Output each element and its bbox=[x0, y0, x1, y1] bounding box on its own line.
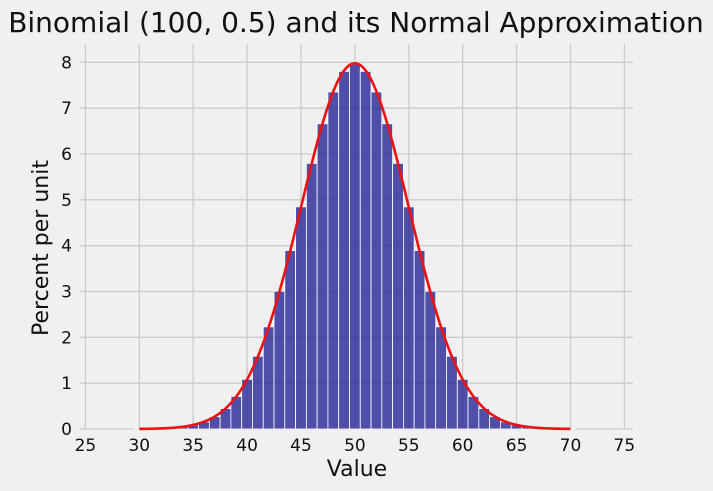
histogram-bar bbox=[435, 326, 447, 430]
y-axis-label: Percent per unit bbox=[29, 160, 54, 336]
x-tick-label: 40 bbox=[236, 436, 258, 456]
histogram-bar bbox=[316, 123, 329, 430]
x-tick-label: 60 bbox=[452, 436, 474, 456]
histogram-bar bbox=[413, 250, 426, 430]
histogram-bar bbox=[273, 290, 286, 430]
x-tick-label: 45 bbox=[290, 436, 312, 456]
histogram-bar bbox=[359, 70, 372, 430]
y-tick-label: 8 bbox=[61, 53, 72, 73]
x-tick-label: 55 bbox=[398, 436, 420, 456]
x-tick-label: 35 bbox=[182, 436, 204, 456]
histogram-bar bbox=[295, 206, 307, 430]
x-tick-label: 25 bbox=[75, 436, 97, 456]
y-tick-labels: 0 1 2 3 4 5 6 7 8 bbox=[61, 53, 72, 440]
histogram-bar bbox=[402, 206, 415, 430]
histogram-bar bbox=[284, 250, 296, 430]
x-axis-label: Value bbox=[327, 457, 387, 482]
histogram-bar bbox=[424, 290, 437, 430]
chart-title: Binomial (100, 0.5) and its Normal Appro… bbox=[8, 6, 704, 39]
y-tick-label: 7 bbox=[61, 99, 72, 119]
histogram-bar bbox=[370, 91, 383, 430]
histogram-bar bbox=[392, 162, 404, 430]
histogram-bar bbox=[305, 162, 318, 430]
x-tick-label: 50 bbox=[344, 436, 366, 456]
x-tick-label: 75 bbox=[614, 436, 636, 456]
x-tick-label: 65 bbox=[506, 436, 528, 456]
histogram-bar bbox=[349, 63, 361, 430]
y-tick-label: 1 bbox=[61, 374, 72, 394]
y-tick-label: 0 bbox=[61, 420, 72, 440]
y-tick-label: 6 bbox=[61, 145, 72, 165]
y-tick-label: 4 bbox=[61, 237, 72, 257]
y-tick-label: 5 bbox=[61, 191, 72, 211]
y-tick-label: 3 bbox=[61, 283, 72, 303]
x-tick-labels: 25 30 35 40 45 50 55 60 65 70 75 bbox=[75, 436, 636, 456]
histogram-bar bbox=[381, 123, 394, 430]
x-tick-label: 30 bbox=[128, 436, 150, 456]
y-tick-label: 2 bbox=[61, 328, 72, 348]
histogram-bar bbox=[327, 91, 340, 430]
normal-curve bbox=[139, 61, 571, 431]
histogram-bar bbox=[338, 70, 350, 430]
x-tick-label: 70 bbox=[560, 436, 582, 456]
histogram-bars bbox=[133, 63, 577, 430]
histogram-bar bbox=[262, 326, 275, 430]
